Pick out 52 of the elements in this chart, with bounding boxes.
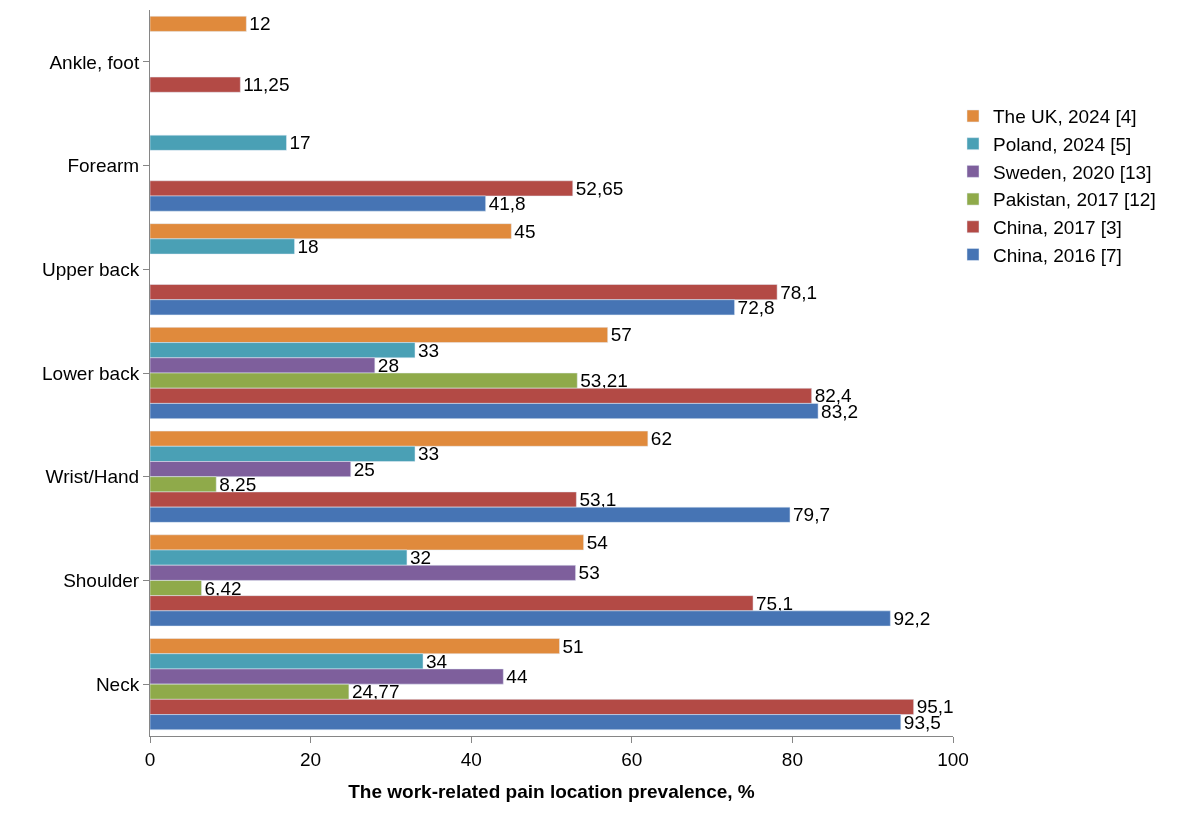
data-label: 53,21: [580, 370, 628, 392]
x-tick-label: 100: [937, 748, 969, 770]
data-label: 6,42: [204, 577, 242, 599]
legend-label: The UK, 2024 [4]: [993, 106, 1137, 128]
data-label: 62: [650, 428, 672, 450]
legend-label: Poland, 2024 [5]: [993, 134, 1132, 156]
bar: [150, 134, 287, 151]
y-tick-label: Shoulder: [63, 570, 140, 592]
data-label: 12: [249, 13, 271, 35]
data-label: 8,25: [219, 473, 257, 495]
bar: [150, 15, 247, 32]
data-label: 44: [506, 666, 528, 688]
data-label: 24,77: [351, 681, 400, 703]
data-label: 79,7: [792, 504, 830, 526]
x-axis-title: The work-related pain location prevalence, %: [348, 780, 755, 802]
data-label: 54: [586, 531, 609, 553]
data-label: 41,8: [488, 193, 526, 215]
legend-label: China, 2016 [7]: [993, 244, 1122, 266]
data-label: 17: [289, 132, 311, 154]
y-tick-label: Wrist/Hand: [45, 466, 140, 488]
y-tick-label: Ankle, foot: [49, 51, 140, 73]
data-label: 53,1: [579, 489, 617, 511]
data-label: 75,1: [756, 592, 794, 614]
x-tick-label: 80: [781, 748, 803, 770]
data-label: 92,2: [893, 607, 931, 629]
data-label: 33: [417, 339, 440, 361]
data-label: 28: [377, 354, 399, 376]
data-label: 52,65: [575, 177, 624, 199]
y-tick-label: Neck: [95, 673, 140, 695]
data-label: 18: [297, 235, 319, 257]
data-label: 45: [514, 220, 536, 242]
data-label: 11,25: [243, 74, 290, 96]
legend-label: Pakistan, 2017 [12]: [993, 189, 1156, 211]
legend-label: China, 2017 [3]: [993, 217, 1122, 239]
data-label: 32: [409, 547, 432, 569]
data-label: 51: [562, 635, 584, 657]
data-label: 33: [417, 443, 440, 465]
data-label: 34: [426, 650, 448, 672]
y-tick-label: Forearm: [67, 155, 140, 177]
data-label: 78,1: [780, 281, 818, 303]
x-tick-label: 60: [621, 748, 643, 770]
x-tick-label: 0: [144, 748, 156, 770]
data-label: 25: [353, 458, 375, 480]
x-tick-label: 40: [460, 748, 482, 770]
y-tick-label: Lower back: [42, 362, 140, 384]
legend-label: Sweden, 2020 [13]: [993, 161, 1152, 183]
data-label: 72,8: [737, 296, 775, 318]
bar: [150, 76, 241, 93]
x-tick-label: 20: [300, 748, 322, 770]
data-label: 53: [578, 562, 600, 584]
y-tick-label: Upper back: [42, 258, 140, 280]
data-label: 57: [610, 324, 632, 346]
